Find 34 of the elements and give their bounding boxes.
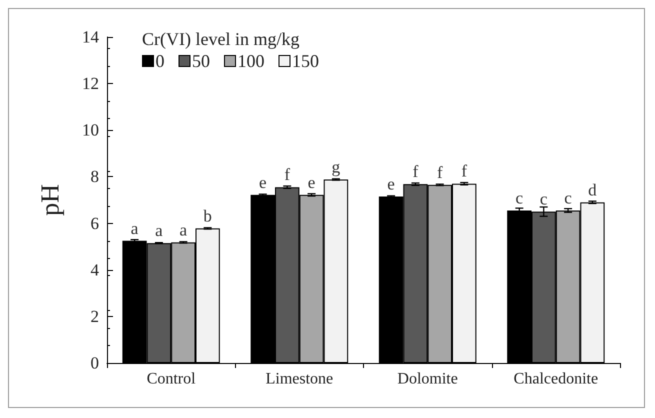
- y-axis-title: pH: [36, 184, 64, 216]
- y-tick-label: 10: [82, 120, 99, 140]
- data-label: f: [461, 162, 468, 181]
- data-label: e: [308, 172, 316, 192]
- legend-label: 100: [238, 51, 264, 71]
- y-tick-label: 2: [90, 306, 99, 326]
- legend-label: 0: [156, 51, 164, 71]
- legend-label: 150: [292, 51, 319, 71]
- x-tick-label: Limestone: [266, 370, 334, 388]
- data-label: f: [284, 165, 290, 184]
- data-label: a: [155, 221, 164, 240]
- y-tick-label: 12: [82, 74, 99, 94]
- data-label: c: [564, 188, 572, 208]
- data-label: d: [588, 180, 598, 200]
- y-tick-label: 14: [82, 28, 100, 46]
- x-tick-label: Chalcedonite: [514, 370, 598, 388]
- data-label: c: [516, 188, 524, 208]
- y-tick-label: 8: [90, 167, 99, 186]
- data-label: g: [332, 158, 341, 177]
- data-label: a: [180, 220, 188, 240]
- data-label: e: [259, 172, 267, 192]
- x-tick-label: Dolomite: [397, 370, 458, 388]
- legend-title: Cr(VI) level in mg/kg: [142, 29, 300, 49]
- data-label: f: [436, 162, 443, 182]
- data-label: f: [412, 162, 419, 182]
- y-tick-label: 4: [90, 260, 100, 280]
- data-label: c: [540, 190, 548, 209]
- data-label: e: [387, 174, 395, 194]
- data-label: a: [130, 218, 139, 238]
- y-tick-label: 6: [90, 214, 99, 233]
- x-tick-label: Control: [146, 370, 196, 388]
- data-label: b: [203, 206, 212, 226]
- y-tick-label: 0: [90, 354, 99, 372]
- legend-label: 50: [192, 51, 210, 71]
